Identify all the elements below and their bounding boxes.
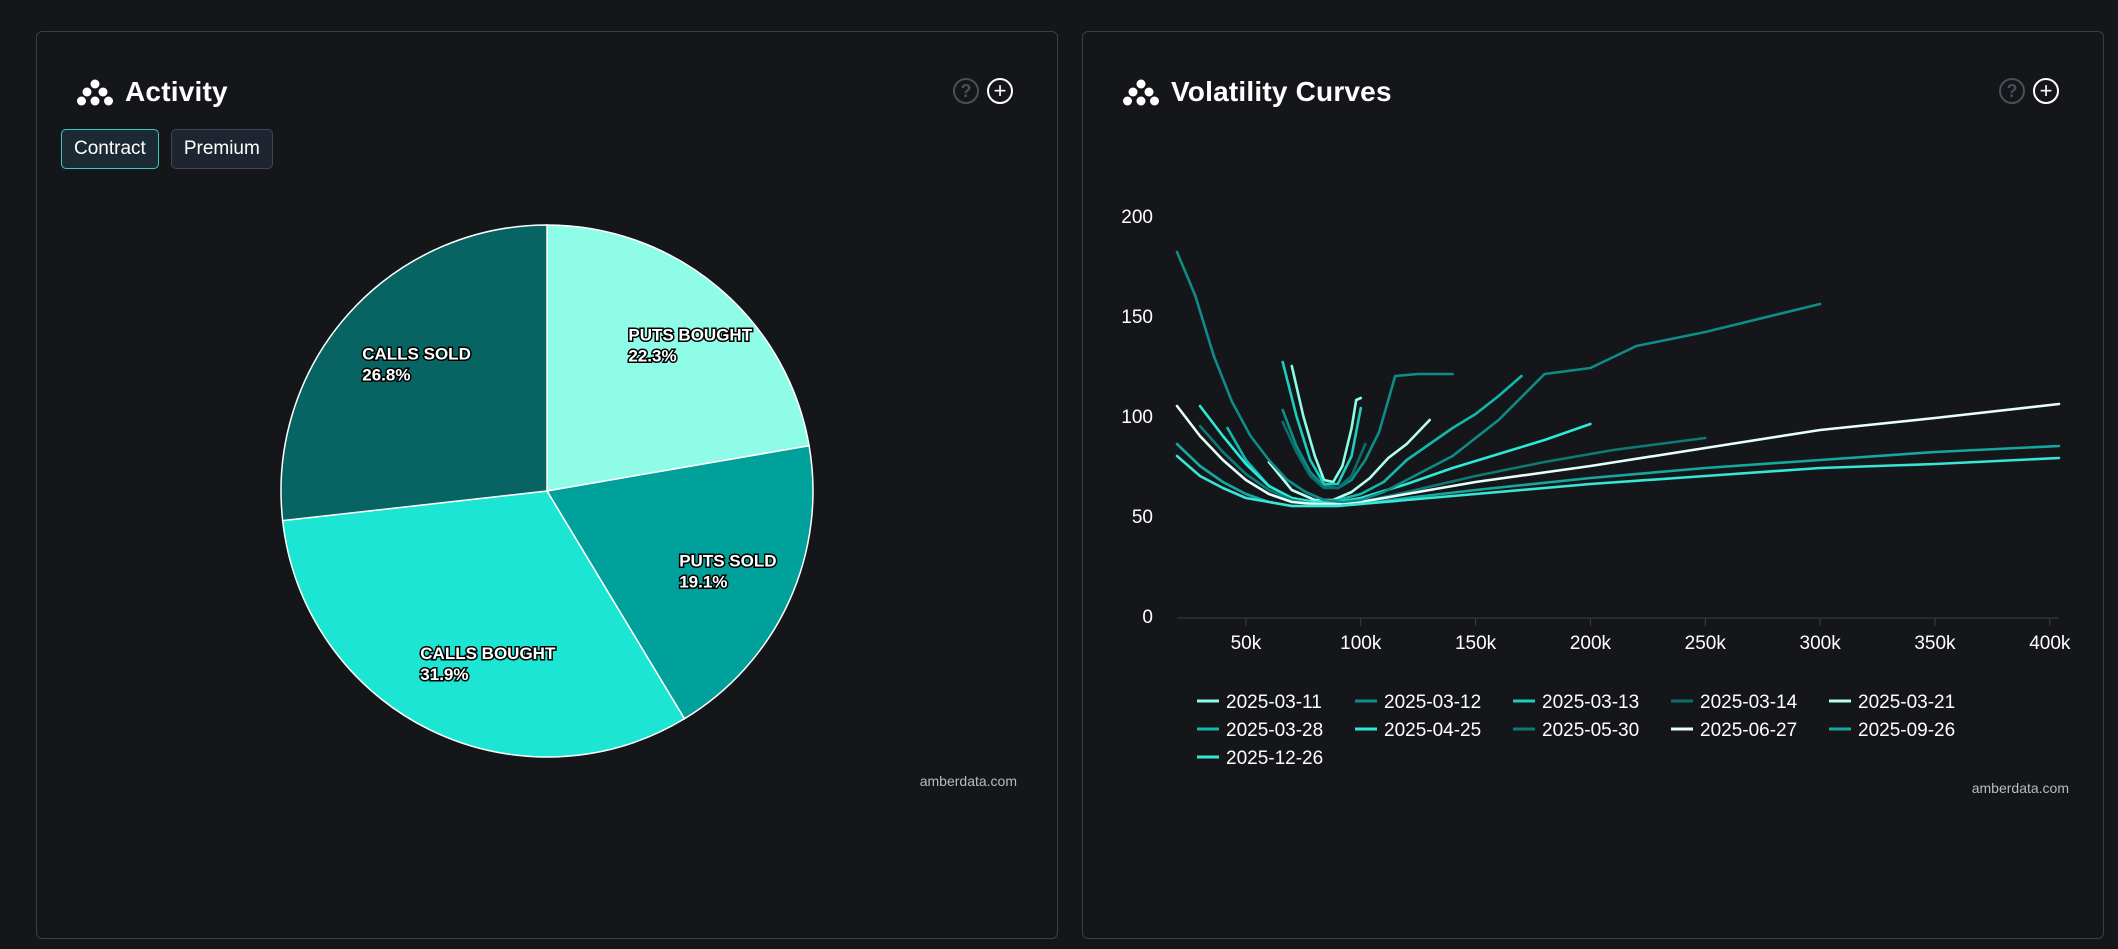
help-button[interactable]: ? xyxy=(953,78,979,104)
help-button[interactable]: ? xyxy=(1999,78,2025,104)
x-tick-label: 350k xyxy=(1914,633,1956,654)
legend-item[interactable]: 2025-03-11 xyxy=(1197,692,1322,713)
axes: 0 50 100 150 200 50k 100k 150k 200k 250k 300k 350k 4… xyxy=(1121,207,2071,654)
pie-label: CALLS SOLD 26.8% xyxy=(362,344,471,384)
volatility-header: Volatility Curves xyxy=(1123,76,1392,108)
volatility-line-chart: 0 50 100 150 200 50k 100k 150k 200k 250k 300k 350k 4… xyxy=(1121,207,2071,769)
y-tick-label: 100 xyxy=(1121,407,1153,428)
volatility-actions: ? + xyxy=(1999,78,2059,104)
legend-item[interactable]: 2025-05-30 xyxy=(1513,720,1639,741)
legend-label: 2025-12-26 xyxy=(1226,748,1323,769)
series-line-2025-12-26[interactable] xyxy=(1175,454,2061,508)
legend-item[interactable]: 2025-03-12 xyxy=(1355,692,1481,713)
pie-label: PUTS BOUGHT 22.3% xyxy=(628,326,752,366)
x-tick-label: 100k xyxy=(1340,633,1382,654)
legend-label: 2025-03-21 xyxy=(1858,692,1955,713)
legend-label: 2025-04-25 xyxy=(1384,720,1481,741)
pie-label: CALLS BOUGHT 31.9% xyxy=(420,644,556,684)
credit-label: amberdata.com xyxy=(919,773,1017,789)
pie-slice-puts-bought[interactable] xyxy=(546,224,810,492)
pie-slice-calls-bought[interactable] xyxy=(281,490,686,758)
credit-label: amberdata.com xyxy=(1971,780,2069,796)
legend: 2025-03-11 2025-03-12 2025-03-13 2025-03-14… xyxy=(1197,692,1955,769)
legend-label: 2025-03-28 xyxy=(1226,720,1323,741)
legend-item[interactable]: 2025-03-14 xyxy=(1671,692,1798,713)
series-line-2025-06-27[interactable] xyxy=(1175,402,2061,506)
x-tick-label: 400k xyxy=(2029,633,2071,654)
series-line-2025-03-21[interactable] xyxy=(1267,418,1432,502)
legend-label: 2025-09-26 xyxy=(1858,720,1955,741)
legend-label: 2025-03-11 xyxy=(1226,692,1322,713)
pie-slice-calls-sold[interactable] xyxy=(280,224,548,522)
pie-label: PUTS SOLD 19.1% xyxy=(679,552,776,592)
y-tick-label: 0 xyxy=(1142,607,1153,628)
legend-label: 2025-03-13 xyxy=(1542,692,1639,713)
series-line-2025-03-14[interactable] xyxy=(1281,420,1367,490)
legend-item[interactable]: 2025-03-28 xyxy=(1197,720,1323,741)
premium-toggle[interactable]: Premium xyxy=(170,129,273,169)
legend-label: 2025-03-12 xyxy=(1384,692,1481,713)
x-tick-label: 250k xyxy=(1685,633,1727,654)
y-tick-label: 200 xyxy=(1121,207,1153,228)
series-line-2025-03-11[interactable] xyxy=(1290,364,1363,484)
activity-pie-chart: PUTS BOUGHT 22.3% PUTS SOLD 19.1% CALLS BOUG… xyxy=(280,224,814,758)
y-tick-label: 50 xyxy=(1132,507,1153,528)
activity-header: Activity xyxy=(77,76,228,108)
add-button[interactable]: + xyxy=(2033,78,2059,104)
contract-toggle[interactable]: Contract xyxy=(61,129,159,169)
legend-item[interactable]: 2025-04-25 xyxy=(1355,720,1481,741)
series-line-2025-03-12[interactable] xyxy=(1175,250,1822,504)
add-button[interactable]: + xyxy=(987,78,1013,104)
pie-slices xyxy=(280,224,814,758)
legend-label: 2025-03-14 xyxy=(1700,692,1798,713)
legend-label: 2025-05-30 xyxy=(1542,720,1639,741)
amberdata-logo-icon xyxy=(1123,79,1159,106)
x-tick-label: 300k xyxy=(1800,633,1842,654)
activity-actions: ? + xyxy=(953,78,1013,104)
series-lines xyxy=(1175,250,2061,508)
legend-item[interactable]: 2025-12-26 xyxy=(1197,748,1323,769)
pie-slice-puts-sold[interactable] xyxy=(545,444,814,720)
x-tick-label: 200k xyxy=(1570,633,1612,654)
activity-panel: Activity ? + Contract Premium PUTS BOUGH… xyxy=(36,31,1058,939)
series-line-2025-03-12[interactable] xyxy=(1281,372,1454,490)
series-line-2025-03-13[interactable] xyxy=(1281,360,1363,486)
metric-toggle: Contract Premium xyxy=(61,129,273,169)
legend-item[interactable]: 2025-03-13 xyxy=(1513,692,1639,713)
pie-labels: PUTS BOUGHT 22.3% PUTS SOLD 19.1% CALLS BOUG… xyxy=(361,324,778,685)
legend-item[interactable]: 2025-09-26 xyxy=(1829,720,1955,741)
activity-title: Activity xyxy=(125,76,228,107)
x-tick-label: 150k xyxy=(1455,633,1497,654)
legend-item[interactable]: 2025-06-27 xyxy=(1671,720,1797,741)
x-tick-label: 50k xyxy=(1231,633,1262,654)
amberdata-logo-icon xyxy=(77,79,113,106)
legend-label: 2025-06-27 xyxy=(1700,720,1797,741)
volatility-panel: Volatility Curves ? + 0 50 100 150 200 50k 100… xyxy=(1082,31,2104,939)
volatility-title: Volatility Curves xyxy=(1171,76,1392,107)
y-tick-label: 150 xyxy=(1121,307,1153,328)
legend-item[interactable]: 2025-03-21 xyxy=(1829,692,1955,713)
